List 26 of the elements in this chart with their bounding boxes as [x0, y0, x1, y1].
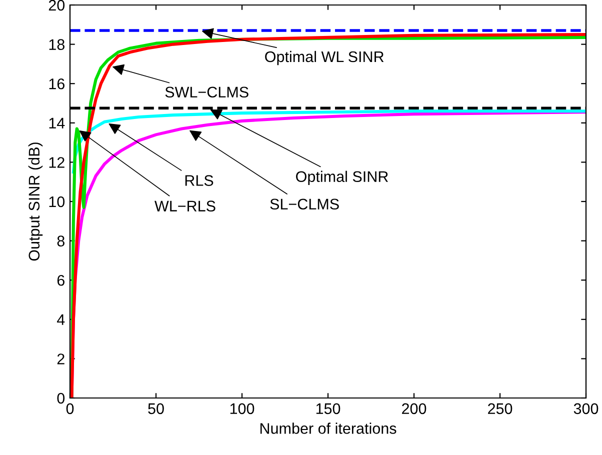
y-tick-label: 10: [49, 196, 65, 208]
x-tick-label: 0: [66, 403, 74, 414]
x-axis-title: Number of iterations: [260, 422, 396, 434]
x-tick-label: 300: [574, 403, 598, 414]
y-tick-label: 0: [57, 392, 65, 404]
y-tick-label: 18: [49, 39, 64, 50]
annotation: WL−RLS: [154, 200, 216, 212]
x-tick-label: 250: [488, 403, 512, 414]
y-tick-label: 14: [49, 118, 65, 128]
x-tick-label: 50: [148, 403, 164, 414]
y-axis-title: Output SINR (dB): [28, 142, 43, 261]
y-tick-label: 20: [48, 0, 65, 11]
y-tick-label: 4: [56, 314, 65, 325]
ref-line-label: Optimal SINR: [296, 170, 388, 186]
annotation: RLS: [185, 175, 214, 186]
y-tick-label: 12: [49, 157, 64, 168]
x-tick-label: 200: [402, 403, 426, 414]
x-tick-label: 100: [230, 403, 254, 414]
y-tick-label: 2: [57, 354, 64, 364]
annotation: SWL−CLMS: [165, 86, 248, 98]
ref-line-label: Optimal WL SINR: [265, 50, 384, 66]
y-tick-label: 8: [57, 236, 64, 246]
y-tick-label: 16: [49, 78, 64, 90]
x-tick-label: 150: [316, 403, 340, 414]
y-tick-label: 6: [57, 274, 64, 286]
annotation: SL−CLMS: [270, 198, 339, 210]
